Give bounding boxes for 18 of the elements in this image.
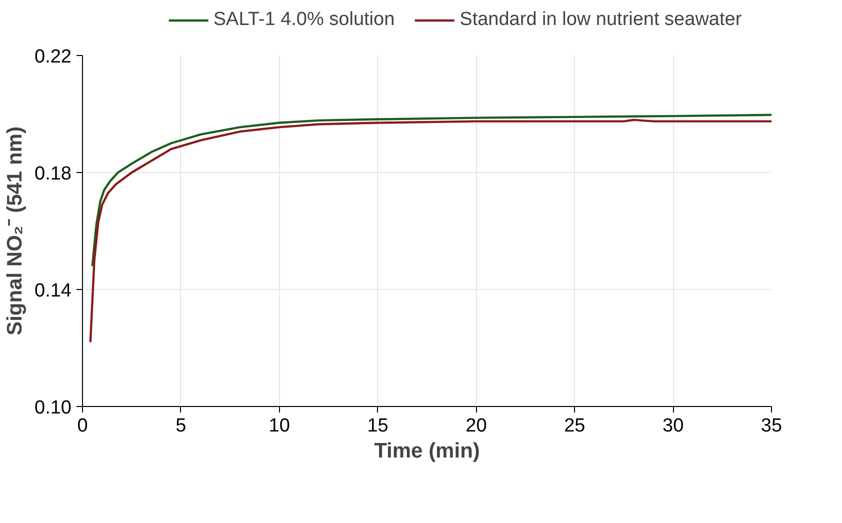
x-tick-label: 0 — [77, 416, 88, 436]
x-tick-label: 20 — [466, 416, 487, 436]
x-tick-label: 15 — [367, 416, 388, 436]
x-axis-title: Time (min) — [374, 440, 480, 462]
line-series — [89, 118, 772, 344]
y-tick-label: 0.10 — [34, 398, 72, 418]
x-tick-label: 25 — [564, 416, 586, 436]
y-tick-label: 0.18 — [34, 164, 72, 184]
legend-label: SALT-1 4.0% solution — [213, 9, 395, 31]
line-series — [91, 114, 772, 268]
legend-label: Standard in low nutrient seawater — [460, 9, 742, 31]
y-tick-label: 0.14 — [34, 280, 72, 302]
x-tick-label: 10 — [268, 416, 290, 436]
x-tick-label: 30 — [662, 416, 684, 436]
x-tick-label: 35 — [760, 416, 782, 436]
y-axis-title: Signal NO₂⁻ (541 nm) — [4, 126, 27, 336]
x-tick-label: 5 — [176, 416, 186, 436]
y-tick-label: 0.22 — [34, 46, 72, 68]
